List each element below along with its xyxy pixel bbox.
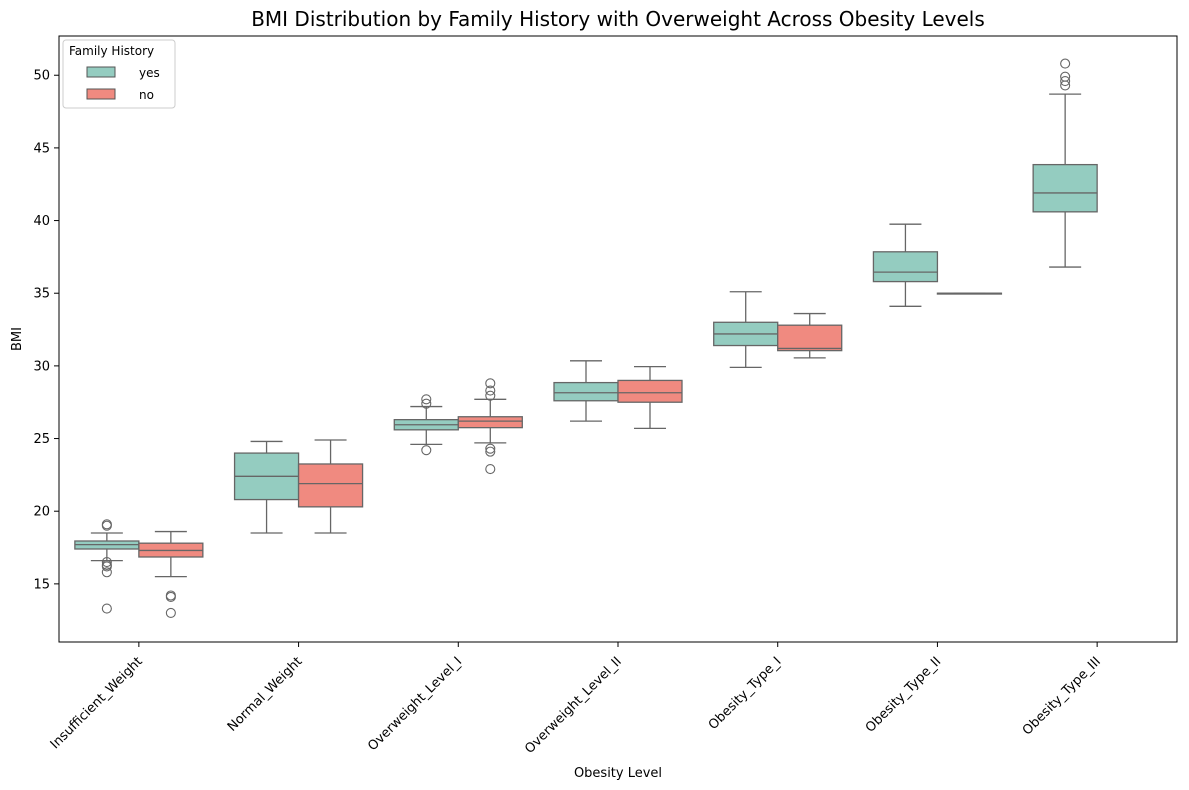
x-tick-label: Insufficient_Weight xyxy=(48,654,146,752)
legend-swatch-no xyxy=(86,88,116,100)
outlier-point xyxy=(165,607,176,618)
outlier-point xyxy=(485,464,496,475)
box-no-Obesity_Type_II xyxy=(936,292,1003,295)
legend-label-yes: yes xyxy=(139,66,160,80)
outlier-point xyxy=(1060,76,1071,87)
box-iqr xyxy=(777,324,843,352)
outlier-point xyxy=(485,443,496,454)
outlier-point xyxy=(101,561,112,572)
plot-area xyxy=(74,58,1098,618)
box-yes-Normal_Weight xyxy=(233,440,300,534)
box-no-Overweight_Level_II xyxy=(617,365,683,430)
y-tick-label: 25 xyxy=(33,432,50,447)
box-iqr xyxy=(617,379,683,403)
outlier-point xyxy=(421,445,432,456)
outlier-point xyxy=(485,385,496,396)
plot-frame xyxy=(58,35,1178,643)
legend-swatch-yes xyxy=(86,66,116,78)
outlier-point xyxy=(485,446,496,457)
box-yes-Overweight_Level_I xyxy=(393,394,459,456)
box-yes-Insufficient_Weight xyxy=(74,519,140,614)
x-tick-label: Normal_Weight xyxy=(225,654,305,734)
box-no-Normal_Weight xyxy=(297,439,364,534)
x-tick-label: Overweight_Level_I xyxy=(365,654,465,754)
box-no-Insufficient_Weight xyxy=(138,530,204,618)
outlier-point xyxy=(421,398,432,409)
box-iqr xyxy=(297,463,364,508)
box-iqr xyxy=(872,251,939,283)
outlier-point xyxy=(485,378,496,389)
outlier-point xyxy=(101,557,112,568)
box-yes-Overweight_Level_II xyxy=(553,360,619,422)
legend-title: Family History xyxy=(69,44,154,58)
outlier-point xyxy=(101,603,112,614)
chart-title: BMI Distribution by Family History with … xyxy=(251,7,985,31)
y-tick-label: 15 xyxy=(33,577,50,592)
y-axis-label: BMI xyxy=(10,327,25,351)
box-no-Overweight_Level_I xyxy=(457,378,523,475)
y-tick-label: 35 xyxy=(33,287,50,302)
x-tick-label: Obesity_Type_II xyxy=(863,654,944,735)
box-iqr xyxy=(1032,163,1098,213)
y-tick-label: 45 xyxy=(33,141,50,156)
legend-label-no: no xyxy=(139,88,154,102)
outlier-point xyxy=(1060,58,1071,69)
y-tick-label: 30 xyxy=(33,359,50,374)
box-no-Obesity_Type_I xyxy=(777,312,843,359)
x-axis-label: Obesity Level xyxy=(574,766,662,781)
box-yes-Obesity_Type_II xyxy=(872,223,939,307)
x-tick-label: Obesity_Type_III xyxy=(1020,654,1104,738)
outlier-point xyxy=(101,567,112,578)
box-yes-Obesity_Type_III xyxy=(1032,58,1098,268)
box-yes-Obesity_Type_I xyxy=(713,291,779,368)
y-tick-label: 40 xyxy=(33,214,50,229)
outlier-point xyxy=(421,394,432,405)
outlier-point xyxy=(165,591,176,602)
x-tick-label: Obesity_Type_I xyxy=(706,654,785,733)
outlier-point xyxy=(1060,80,1071,91)
x-tick-label: Overweight_Level_II xyxy=(522,654,625,757)
box-iqr xyxy=(457,416,523,429)
y-tick-label: 50 xyxy=(33,69,50,84)
box-iqr xyxy=(553,381,619,402)
outlier-point xyxy=(101,520,112,531)
y-tick-label: 20 xyxy=(33,505,50,520)
legend: Family History yes no xyxy=(62,39,176,109)
outlier-point xyxy=(485,390,496,401)
